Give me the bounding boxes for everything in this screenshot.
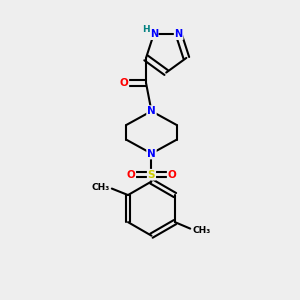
Text: S: S [148,170,155,180]
Text: CH₃: CH₃ [193,226,211,235]
Text: N: N [147,106,156,116]
Text: N: N [147,148,156,158]
Text: O: O [168,170,176,180]
Text: N: N [150,29,158,39]
Text: H: H [142,25,149,34]
Text: N: N [175,29,183,39]
Text: O: O [127,170,135,180]
Text: O: O [120,78,128,88]
Text: CH₃: CH₃ [91,183,110,192]
